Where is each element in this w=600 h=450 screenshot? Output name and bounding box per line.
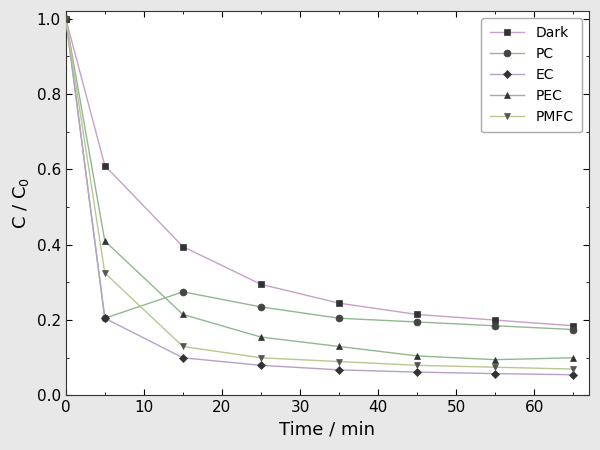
Dark xyxy=(62,16,70,21)
PEC xyxy=(62,16,70,21)
Dark xyxy=(179,244,187,249)
Dark xyxy=(491,317,499,323)
PMFC xyxy=(413,363,421,368)
PC xyxy=(491,323,499,328)
PC xyxy=(62,16,70,21)
Line: PEC: PEC xyxy=(62,15,577,363)
PMFC xyxy=(335,359,343,364)
Dark xyxy=(335,301,343,306)
PEC xyxy=(335,344,343,349)
PC xyxy=(257,304,265,310)
EC xyxy=(413,369,421,375)
PMFC xyxy=(491,364,499,370)
EC xyxy=(491,371,499,376)
EC xyxy=(569,372,577,378)
PEC xyxy=(179,312,187,317)
EC xyxy=(179,355,187,360)
PC xyxy=(335,315,343,321)
Y-axis label: C / C$_0$: C / C$_0$ xyxy=(11,177,31,230)
PC xyxy=(101,315,109,321)
EC xyxy=(257,363,265,368)
PEC xyxy=(257,334,265,340)
PC xyxy=(179,289,187,295)
Line: EC: EC xyxy=(63,16,576,378)
Line: PMFC: PMFC xyxy=(62,15,577,373)
Dark xyxy=(413,312,421,317)
X-axis label: Time / min: Time / min xyxy=(280,421,376,439)
PC xyxy=(413,320,421,325)
PEC xyxy=(491,357,499,362)
PMFC xyxy=(179,344,187,349)
Legend: Dark, PC, EC, PEC, PMFC: Dark, PC, EC, PEC, PMFC xyxy=(481,18,582,132)
EC xyxy=(101,315,109,321)
EC xyxy=(62,16,70,21)
PMFC xyxy=(257,355,265,360)
Line: Dark: Dark xyxy=(62,15,577,329)
Dark xyxy=(257,282,265,287)
Line: PC: PC xyxy=(62,15,577,333)
Dark xyxy=(569,323,577,328)
PC xyxy=(569,327,577,332)
PEC xyxy=(569,355,577,360)
PMFC xyxy=(569,366,577,372)
Dark xyxy=(101,163,109,168)
PEC xyxy=(413,353,421,359)
PEC xyxy=(101,238,109,243)
EC xyxy=(335,367,343,373)
PMFC xyxy=(101,270,109,276)
PMFC xyxy=(62,16,70,21)
